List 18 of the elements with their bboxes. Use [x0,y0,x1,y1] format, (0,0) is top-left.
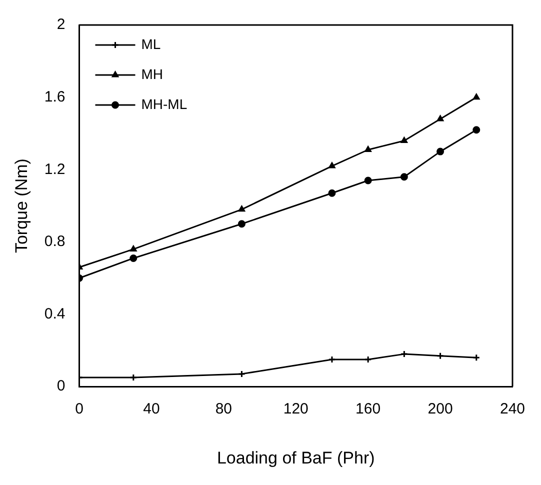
x-tick-label: 40 [143,400,160,418]
x-tick-label: 240 [500,400,525,418]
legend-label: ML [141,36,161,52]
x-tick-label: 160 [356,400,381,418]
y-tick-label: 0.8 [44,233,66,250]
y-tick-label: 0 [56,378,66,395]
x-tick-label: 120 [283,400,308,418]
x-axis-title: Loading of BaF (Phr) [216,448,375,468]
y-tick-label: 1.6 [44,88,66,106]
legend-label: MH [141,66,164,82]
y-axis-title: Torque (Nm) [12,158,31,254]
legend-label: MH-ML [141,96,188,112]
y-tick-label: 2 [56,16,66,34]
y-tick-label: 0.4 [44,305,66,322]
x-tick-label: 200 [428,400,453,418]
x-tick-label: 0 [75,400,84,418]
y-tick-label: 1.2 [44,160,66,178]
x-tick-label: 80 [215,400,232,418]
